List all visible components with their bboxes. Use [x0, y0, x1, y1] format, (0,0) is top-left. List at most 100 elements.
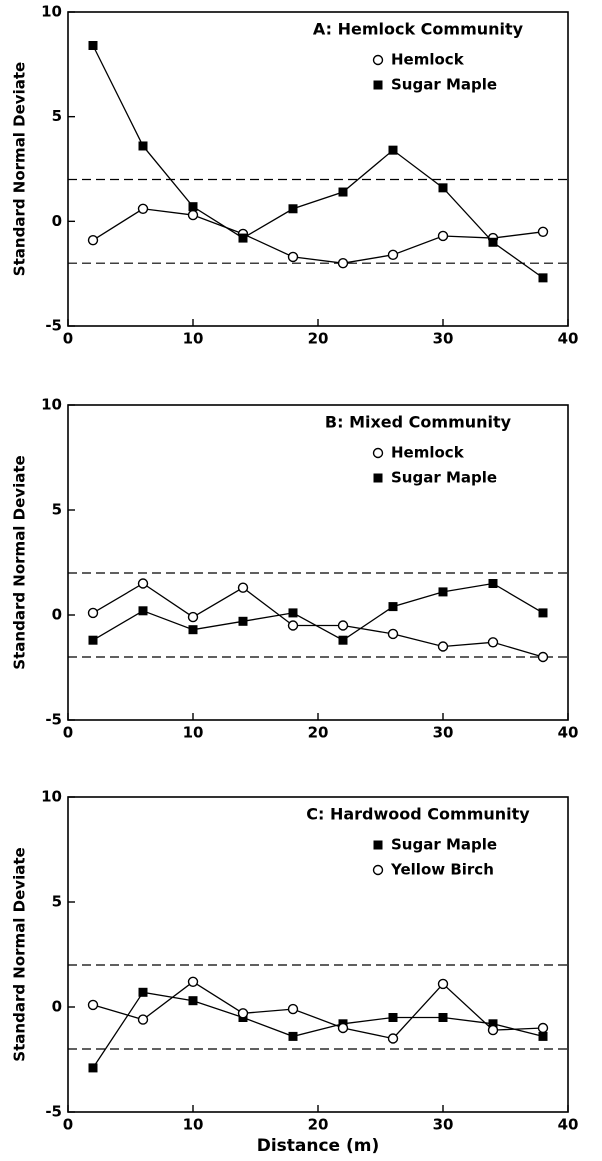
- marker: [87, 234, 99, 246]
- marker: [88, 635, 98, 645]
- marker: [188, 996, 198, 1006]
- marker: [487, 637, 499, 648]
- x-tick-label: 10: [183, 1116, 204, 1134]
- marker: [287, 620, 299, 631]
- marker: [438, 1013, 448, 1022]
- legend-marker: [372, 447, 384, 459]
- y-tick-label: 10: [41, 396, 62, 414]
- marker: [187, 976, 199, 987]
- marker: [437, 230, 449, 242]
- marker: [287, 1003, 299, 1015]
- marker: [488, 579, 498, 588]
- marker: [187, 611, 199, 623]
- marker: [488, 237, 498, 247]
- series-line: [92, 208, 544, 264]
- marker: [338, 635, 348, 645]
- chart-title: B: Mixed Community: [325, 413, 512, 432]
- y-tick-label: 0: [52, 998, 62, 1016]
- marker: [388, 145, 398, 155]
- marker: [138, 987, 148, 997]
- marker: [188, 202, 198, 212]
- marker: [287, 251, 299, 263]
- marker: [337, 258, 349, 269]
- marker: [537, 1022, 549, 1034]
- marker: [87, 607, 99, 619]
- series-line: [92, 981, 544, 1040]
- legend-marker: [372, 864, 384, 876]
- legend-marker: [372, 54, 384, 66]
- x-tick-label: 0: [63, 724, 73, 742]
- marker: [388, 602, 398, 612]
- marker: [338, 187, 348, 197]
- marker: [138, 141, 148, 151]
- x-axis-label: Distance (m): [257, 1136, 380, 1156]
- legend-marker: [373, 840, 383, 850]
- x-tick-label: 10: [183, 724, 204, 742]
- series-line: [92, 991, 544, 1069]
- marker: [438, 587, 448, 597]
- y-tick-label: 0: [52, 212, 62, 230]
- x-tick-label: 20: [308, 724, 329, 742]
- marker: [538, 608, 548, 618]
- marker: [188, 625, 198, 635]
- x-tick-label: 20: [308, 330, 329, 348]
- legend-label: Yellow Birch: [390, 861, 494, 879]
- y-tick-label: -5: [45, 317, 62, 335]
- marker: [438, 183, 448, 193]
- marker: [337, 1022, 349, 1034]
- x-tick-label: 40: [558, 1116, 579, 1134]
- series-line: [92, 45, 544, 279]
- x-tick-label: 40: [558, 724, 579, 742]
- x-tick-label: 40: [558, 330, 579, 348]
- marker: [288, 1031, 298, 1041]
- y-tick-label: 5: [52, 893, 62, 911]
- marker: [487, 1024, 499, 1036]
- y-tick-label: 5: [52, 107, 62, 125]
- series-line: [92, 582, 544, 641]
- marker: [387, 249, 399, 261]
- legend-label: Sugar Maple: [391, 836, 497, 854]
- legend-label: Hemlock: [391, 51, 465, 69]
- y-axis-label: Standard Normal Deviate: [11, 455, 29, 669]
- marker: [337, 620, 349, 631]
- x-tick-label: 0: [63, 1116, 73, 1134]
- marker: [137, 1014, 149, 1025]
- marker: [288, 204, 298, 214]
- y-tick-label: 10: [41, 3, 62, 21]
- marker: [387, 1033, 399, 1044]
- marker: [488, 1019, 498, 1029]
- marker: [538, 273, 548, 283]
- marker: [388, 1013, 398, 1022]
- y-tick-label: -5: [45, 711, 62, 729]
- marker: [187, 209, 199, 221]
- marker: [437, 978, 449, 990]
- x-tick-label: 30: [433, 724, 454, 742]
- x-tick-label: 30: [433, 1116, 454, 1134]
- y-tick-label: 10: [41, 788, 62, 806]
- marker: [537, 226, 549, 238]
- marker: [87, 999, 99, 1011]
- x-tick-label: 10: [183, 330, 204, 348]
- marker: [137, 203, 149, 214]
- marker: [137, 578, 149, 589]
- marker: [387, 628, 399, 640]
- legend-marker: [373, 80, 383, 90]
- marker: [237, 1008, 249, 1019]
- marker: [88, 1063, 98, 1073]
- y-axis-label: Standard Normal Deviate: [11, 847, 29, 1061]
- y-tick-label: -5: [45, 1103, 62, 1121]
- series-line: [92, 582, 544, 658]
- marker: [437, 641, 449, 652]
- legend-label: Sugar Maple: [391, 469, 497, 487]
- y-tick-label: 5: [52, 501, 62, 519]
- legend-label: Hemlock: [391, 444, 465, 462]
- plot-frame: [67, 404, 569, 721]
- marker: [538, 1031, 548, 1041]
- chart-title: A: Hemlock Community: [313, 20, 524, 39]
- y-tick-label: 0: [52, 606, 62, 624]
- marker: [537, 651, 549, 663]
- marker: [238, 233, 248, 243]
- marker: [288, 608, 298, 618]
- x-tick-label: 20: [308, 1116, 329, 1134]
